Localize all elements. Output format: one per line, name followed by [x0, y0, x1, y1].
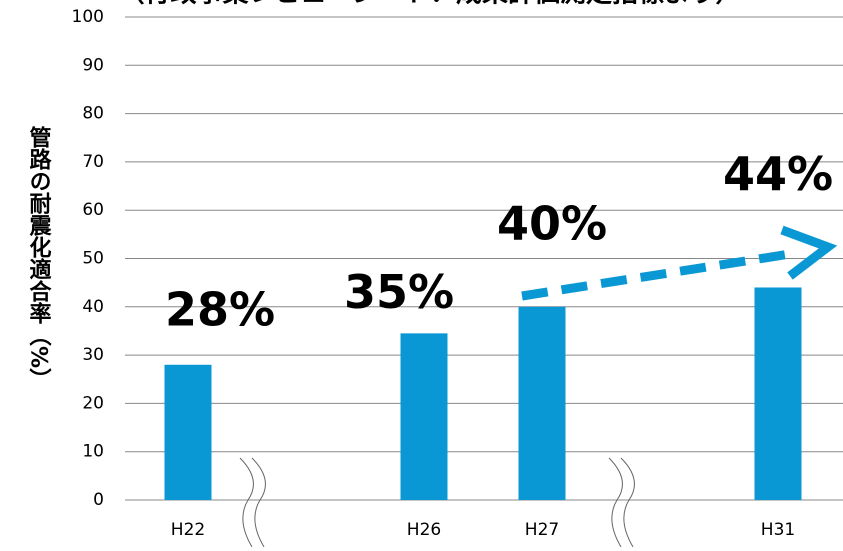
- grid: 0 10 20 30 40 50 60 70 80 90 100 H22 H26 H27 H31: [72, 7, 843, 540]
- x-tick-label: H31: [761, 520, 795, 540]
- value-label: 35%: [344, 265, 454, 319]
- bars: [164, 287, 802, 500]
- chart-title: （行政事業レビューシート：成果評価測定指標より）: [119, 0, 742, 9]
- y-tick-label: 40: [82, 297, 104, 317]
- bar: [400, 333, 448, 500]
- bar: [754, 287, 802, 500]
- y-tick-label: 90: [82, 55, 104, 75]
- bar: [518, 306, 566, 500]
- trend-arrow: [521, 225, 838, 301]
- y-tick-label: 50: [82, 249, 104, 269]
- y-tick-label: 100: [72, 7, 104, 27]
- y-tick-label: 30: [82, 345, 104, 365]
- value-label: 40%: [497, 196, 607, 250]
- value-label: 28%: [165, 282, 275, 336]
- bar: [164, 364, 212, 500]
- y-tick-label: 80: [82, 104, 104, 124]
- x-tick-label: H26: [407, 520, 441, 540]
- value-labels: 28% 35% 40% 44%: [165, 147, 833, 336]
- x-tick-label: H22: [171, 520, 205, 540]
- y-tick-label: 20: [82, 393, 104, 413]
- axis-breaks: [239, 457, 635, 548]
- value-label: 44%: [723, 147, 833, 201]
- y-tick-label: 10: [82, 442, 104, 462]
- y-tick-label: 70: [82, 152, 104, 172]
- y-axis-label: 管路の耐震化適合率（%）: [26, 125, 52, 390]
- y-tick-label: 0: [93, 490, 104, 510]
- y-tick-label: 60: [82, 200, 104, 220]
- x-tick-label: H27: [525, 520, 559, 540]
